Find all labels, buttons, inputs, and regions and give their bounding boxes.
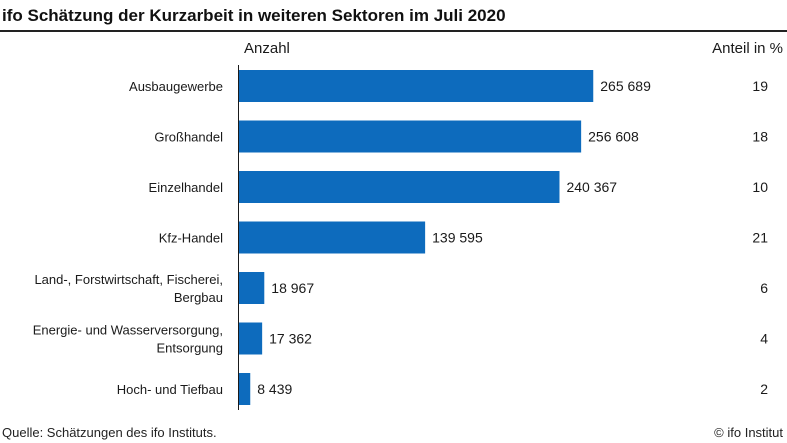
category-label: Energie- und Wasserversorgung, Entsorgung [33, 323, 223, 356]
share-label: 2 [760, 381, 768, 397]
source-note: Quelle: Schätzungen des ifo Instituts. [2, 425, 217, 440]
bar [239, 373, 251, 405]
share-label: 19 [752, 78, 768, 94]
bar-value-label: 18 967 [271, 280, 314, 296]
category-label-line: Großhandel [154, 130, 223, 145]
bar [239, 171, 560, 203]
category-label-line: Kfz-Handel [159, 231, 223, 246]
category-label-line: Bergbau [174, 290, 223, 305]
category-label: Großhandel [154, 130, 223, 145]
category-label: Kfz-Handel [159, 231, 223, 246]
category-label: Ausbaugewerbe [129, 79, 223, 94]
category-label-line: Entsorgung [157, 341, 224, 356]
bar-value-label: 17 362 [269, 331, 312, 347]
bar-value-label: 256 608 [588, 129, 639, 145]
category-label-line: Land-, Forstwirtschaft, Fischerei, [34, 272, 223, 287]
bar-value-label: 8 439 [257, 381, 292, 397]
share-label: 21 [752, 230, 768, 246]
category-label-line: Energie- und Wasserversorgung, [33, 323, 223, 338]
bar [239, 120, 582, 153]
category-label: Land-, Forstwirtschaft, Fischerei, Bergba… [34, 272, 223, 305]
bar [239, 322, 263, 355]
bar-value-label: 240 367 [566, 179, 617, 195]
right-column-header: Anteil in % [712, 40, 783, 57]
category-label-line: Hoch- und Tiefbau [117, 382, 223, 397]
bar [239, 221, 426, 254]
title-divider [0, 30, 787, 32]
share-label: 6 [760, 280, 768, 296]
category-label-line: Einzelhandel [149, 180, 224, 195]
bar [239, 70, 594, 102]
chart-title: ifo Schätzung der Kurzarbeit in weiteren… [2, 6, 506, 25]
category-label: Einzelhandel [149, 180, 224, 195]
left-column-header: Anzahl [244, 40, 290, 57]
bar-value-label: 139 595 [432, 230, 483, 246]
category-label: Hoch- und Tiefbau [117, 382, 223, 397]
bar [239, 272, 265, 304]
share-label: 4 [760, 331, 768, 347]
category-label-line: Ausbaugewerbe [129, 79, 223, 94]
copyright-note: © ifo Institut [714, 425, 783, 440]
bar-value-label: 265 689 [600, 78, 651, 94]
share-label: 10 [752, 179, 768, 195]
share-label: 18 [752, 129, 768, 145]
